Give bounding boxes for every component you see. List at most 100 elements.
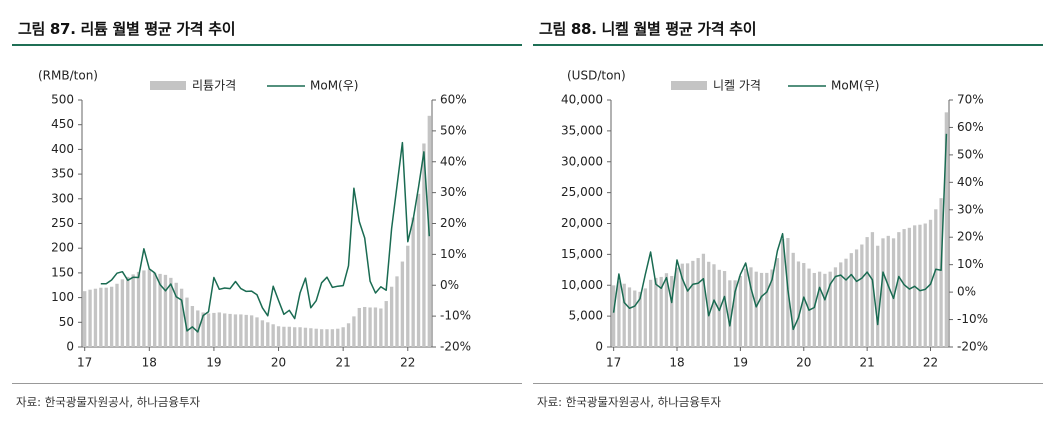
- price-bar: [781, 238, 785, 347]
- price-bar: [384, 301, 388, 347]
- price-bar: [298, 327, 302, 347]
- x-tick-label: 20: [796, 356, 811, 370]
- right-tick-label: 0%: [957, 285, 976, 299]
- right-tick-label: 20%: [957, 230, 984, 244]
- price-bar: [99, 287, 103, 347]
- price-bar: [765, 272, 769, 347]
- price-bar: [244, 314, 248, 347]
- price-bar: [770, 269, 774, 347]
- price-bar: [406, 245, 410, 347]
- mom-line: [612, 133, 948, 331]
- price-bar: [749, 267, 753, 347]
- price-bar: [659, 276, 663, 347]
- price-bar: [944, 112, 948, 347]
- price-bar: [336, 328, 340, 347]
- price-bar: [373, 307, 378, 347]
- x-tick-label: 21: [336, 356, 351, 370]
- price-bar: [691, 260, 695, 347]
- legend-label-bar: 리튬가격: [192, 79, 236, 93]
- price-bar: [400, 261, 405, 347]
- price-bar: [287, 326, 291, 347]
- price-bar: [147, 269, 151, 347]
- price-bar: [807, 268, 811, 347]
- price-bar: [796, 261, 801, 347]
- x-tick-label: 22: [400, 356, 415, 370]
- price-bar: [823, 273, 827, 347]
- price-bar: [196, 310, 200, 347]
- left-tick-label: 30,000: [561, 154, 603, 168]
- left-tick-label: 200: [51, 241, 74, 255]
- price-bar: [223, 313, 227, 347]
- price-bar: [271, 324, 275, 347]
- right-tick-label: -10%: [957, 312, 988, 326]
- price-bar: [115, 283, 119, 347]
- price-bar: [728, 280, 732, 347]
- left-tick-label: 450: [51, 117, 74, 131]
- price-bar: [891, 238, 896, 347]
- x-tick-label: 19: [206, 356, 221, 370]
- price-bar: [260, 320, 265, 347]
- legend-label-bar: 니켈 가격: [713, 79, 761, 93]
- price-bar: [169, 277, 173, 347]
- price-bar: [685, 263, 690, 347]
- left-tick-label: 20,000: [561, 216, 603, 230]
- right-tick-label: 40%: [440, 154, 467, 168]
- price-bar: [255, 317, 259, 347]
- price-bar: [368, 307, 372, 347]
- price-bar: [330, 329, 335, 347]
- price-bar: [179, 288, 184, 347]
- price-bar: [696, 258, 700, 347]
- price-bar: [648, 279, 653, 347]
- figure-title: 그림 87. 리튬 월별 평균 가격 추이: [18, 20, 236, 38]
- price-bar: [126, 276, 130, 347]
- price-bar: [717, 269, 721, 347]
- price-bar: [654, 277, 658, 347]
- left-tick-label: 0: [66, 340, 74, 354]
- left-tick-label: 350: [51, 167, 74, 181]
- price-bar: [791, 252, 795, 347]
- price-bar: [174, 282, 178, 347]
- price-bar: [185, 297, 189, 347]
- price-bar: [744, 268, 748, 347]
- footer-divider: [533, 383, 1043, 384]
- price-bar: [239, 314, 243, 347]
- right-tick-label: 70%: [957, 93, 984, 107]
- x-tick-label: 19: [733, 356, 748, 370]
- price-bar: [817, 271, 822, 347]
- price-bar: [109, 286, 114, 347]
- price-bar: [83, 291, 87, 347]
- price-bar: [163, 274, 168, 347]
- x-tick-label: 21: [860, 356, 875, 370]
- price-bar: [680, 263, 684, 347]
- x-tick-label: 20: [271, 356, 286, 370]
- left-tick-label: 500: [51, 93, 74, 107]
- price-bar: [341, 327, 345, 347]
- nickel-price-chart: (USD/ton) 니켈 가격 MoM(우) 0 5,000 10,000 15,000 20…: [561, 69, 988, 370]
- right-tick-label: 0%: [440, 278, 459, 292]
- left-tick-label: 0: [595, 340, 603, 354]
- price-bar: [876, 245, 880, 347]
- right-tick-label: 10%: [957, 257, 984, 271]
- price-bar: [233, 314, 238, 347]
- price-bar: [633, 290, 637, 347]
- right-tick-label: 10%: [440, 247, 467, 261]
- price-bar: [319, 329, 324, 347]
- right-tick-label: 30%: [957, 202, 984, 216]
- price-bar: [902, 229, 906, 347]
- nickel-figure: 그림 88. 니켈 월별 평균 가격 추이 (USD/ton) 니켈 가격 MoM(…: [533, 0, 1043, 423]
- right-tick-label: -20%: [440, 340, 471, 354]
- price-bar: [738, 275, 743, 347]
- source-note: 자료: 한국광물자원공사, 하나금융투자: [16, 395, 201, 409]
- right-tick-label: 50%: [957, 147, 984, 161]
- price-bar: [849, 253, 853, 347]
- price-bar: [722, 271, 727, 347]
- price-bar: [346, 323, 351, 347]
- price-bar: [923, 223, 927, 347]
- x-tick-label: 17: [606, 356, 621, 370]
- price-bar: [249, 315, 254, 347]
- price-bar: [379, 308, 383, 347]
- price-bar: [612, 285, 616, 347]
- title-divider: [12, 44, 522, 46]
- legend-swatch-bar: [150, 81, 186, 90]
- x-tick-label: 22: [923, 356, 938, 370]
